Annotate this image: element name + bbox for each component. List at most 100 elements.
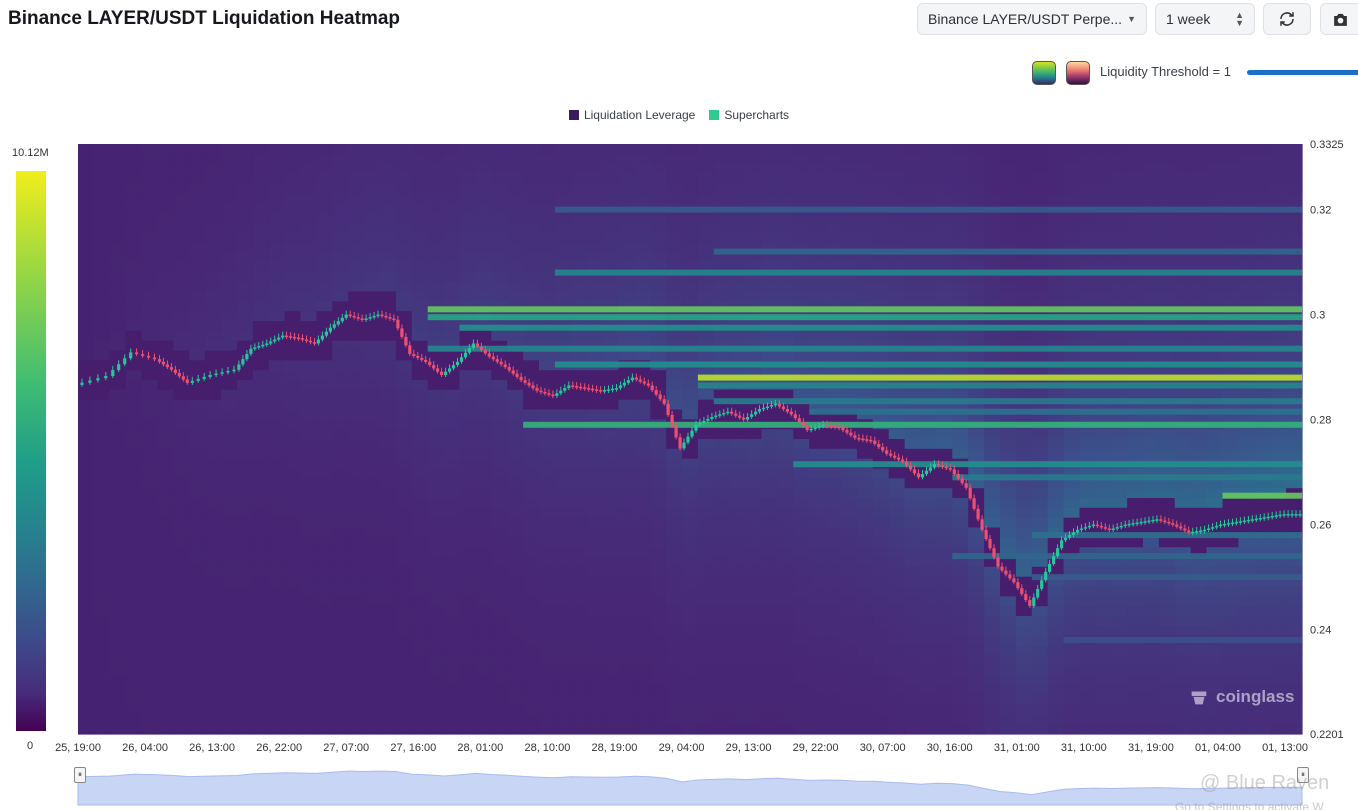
heatmap-cell [173, 645, 190, 656]
heatmap-cell [1174, 665, 1192, 676]
heatmap-cell [157, 566, 174, 578]
heatmap-cell [332, 488, 349, 499]
heatmap-cell [411, 635, 429, 647]
heatmap-cell [380, 596, 397, 607]
heatmap-cell [904, 173, 922, 184]
heatmap-cell [1063, 232, 1081, 243]
heatmap-cell [729, 635, 747, 647]
heatmap-cell [666, 645, 683, 656]
heatmap-cell [268, 458, 286, 470]
heatmap-cell [443, 232, 461, 243]
screenshot-button[interactable] [1320, 3, 1358, 35]
heatmap-cell [364, 616, 381, 627]
heatmap-cell [841, 232, 858, 243]
heatmap-cell [872, 183, 890, 194]
heatmap-cell [523, 173, 540, 184]
heatmap-cell [523, 625, 540, 637]
heatmap-cell [125, 557, 143, 568]
magma-palette-button[interactable] [1066, 61, 1090, 85]
heatmap-cell [650, 350, 667, 361]
heatmap-cell [523, 655, 540, 666]
heatmap-cell [300, 537, 317, 548]
heatmap-cell [1158, 557, 1176, 568]
candle [487, 353, 491, 357]
heatmap-cell [936, 232, 953, 243]
heatmap-cell [761, 675, 778, 686]
liquidation-level-band [427, 345, 1302, 352]
heatmap-cell [1158, 645, 1176, 656]
heatmap-cell [745, 291, 763, 302]
heatmap-cell [1079, 448, 1096, 460]
legend-item-liquidation-leverage[interactable]: Liquidation Leverage [568, 108, 695, 122]
heatmap-cell [316, 281, 333, 293]
heatmap-cell [920, 566, 937, 578]
heatmap-cell [729, 173, 747, 184]
heatmap-cell [1095, 429, 1112, 440]
heatmap-cell [523, 724, 540, 735]
heatmap-cell [221, 311, 238, 322]
heatmap-cell [586, 183, 604, 194]
heatmap-cell [157, 468, 174, 479]
heatmap-cell [1190, 262, 1208, 273]
heatmap-cell [157, 321, 174, 332]
heatmap-cell [125, 212, 143, 224]
heatmap-cell [666, 380, 683, 391]
heatmap-cell [1095, 507, 1112, 519]
heatmap-cell [539, 714, 556, 725]
heatmap-cell [1095, 183, 1112, 194]
heatmap-cell [332, 232, 349, 243]
heatmap-cell [268, 586, 286, 597]
heatmap-cell [1031, 468, 1049, 479]
candle [257, 346, 261, 348]
legend-item-supercharts[interactable]: Supercharts [709, 108, 789, 122]
heatmap-cell [523, 488, 540, 499]
viridis-palette-button[interactable] [1032, 61, 1056, 85]
candle [241, 359, 245, 365]
heatmap-cell [809, 665, 826, 676]
heatmap-cell [252, 439, 270, 450]
heatmap-cell [920, 350, 937, 361]
heatmap-cell [443, 262, 461, 273]
heatmap-cell [1000, 252, 1017, 263]
heatmap-cell [1015, 262, 1033, 273]
heatmap-cell [554, 212, 572, 224]
heatmap-cell [1111, 507, 1128, 519]
heatmap-cell [650, 635, 667, 647]
heatmap-cell [984, 291, 1001, 302]
heatmap-cell [443, 389, 461, 401]
heatmap-cell [602, 173, 620, 184]
heatmap-cell [475, 507, 492, 519]
period-select[interactable]: 1 week ▲ ▼ [1155, 3, 1255, 35]
heatmap-cell [682, 389, 699, 401]
colorbar-min-label: 0 [27, 740, 34, 752]
heatmap-cell [1143, 173, 1160, 184]
heatmap-cell [443, 665, 461, 676]
heatmap-cell [1174, 625, 1192, 637]
heatmap-cell [618, 399, 635, 411]
colorbar-max-label: 10.12M [12, 147, 49, 159]
heatmap-cell [570, 448, 588, 460]
heatmap-cell [920, 262, 937, 273]
heatmap-cell [141, 389, 159, 401]
heatmap-cell [380, 153, 397, 165]
heatmap-cell [1158, 173, 1176, 184]
heatmap-cell [777, 714, 794, 725]
heatmap-cell [1158, 684, 1176, 696]
heatmap-cell [984, 271, 1001, 283]
heatmap-cell [1286, 399, 1303, 411]
heatmap-cell [1095, 478, 1112, 489]
heatmap-cell [1238, 507, 1255, 519]
heatmap-cell [1206, 429, 1224, 440]
heatmap-cell [539, 694, 556, 706]
refresh-button[interactable] [1263, 3, 1311, 35]
pair-select[interactable]: Binance LAYER/USDT Perpe... ▼ [917, 3, 1147, 35]
heatmap-cell [602, 281, 620, 293]
heatmap-cell [761, 271, 778, 283]
heatmap-cell [825, 448, 842, 460]
heatmap-cell [1286, 596, 1303, 607]
heatmap-cell [1000, 498, 1017, 509]
heatmap-cell [904, 262, 922, 273]
threshold-slider[interactable] [1247, 70, 1358, 75]
heatmap-cell [856, 173, 874, 184]
